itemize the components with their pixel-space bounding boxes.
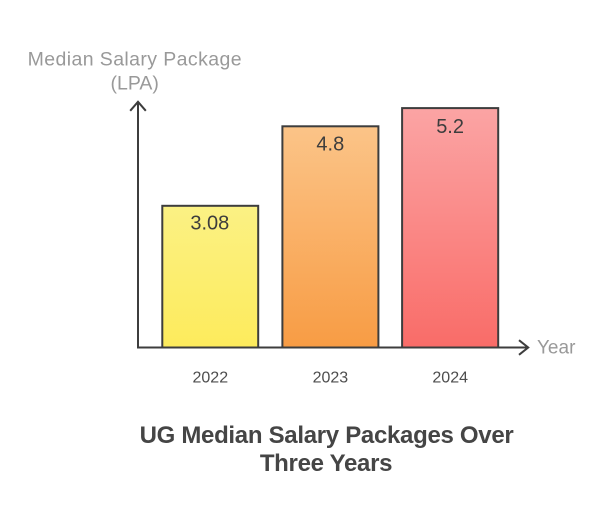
svg-text:2023: 2023 [313, 370, 349, 387]
svg-text:2024: 2024 [432, 370, 468, 387]
svg-text:Year: Year [537, 337, 576, 358]
svg-text:2022: 2022 [193, 370, 229, 387]
svg-text:5.2: 5.2 [436, 116, 464, 138]
svg-text:4.8: 4.8 [316, 133, 344, 155]
svg-text:UG Median Salary Packages Over: UG Median Salary Packages Over [140, 422, 514, 449]
svg-text:Median Salary Package: Median Salary Package [28, 49, 242, 71]
svg-text:(LPA): (LPA) [110, 72, 158, 94]
svg-text:3.08: 3.08 [190, 213, 229, 235]
svg-text:Three Years: Three Years [260, 450, 392, 477]
